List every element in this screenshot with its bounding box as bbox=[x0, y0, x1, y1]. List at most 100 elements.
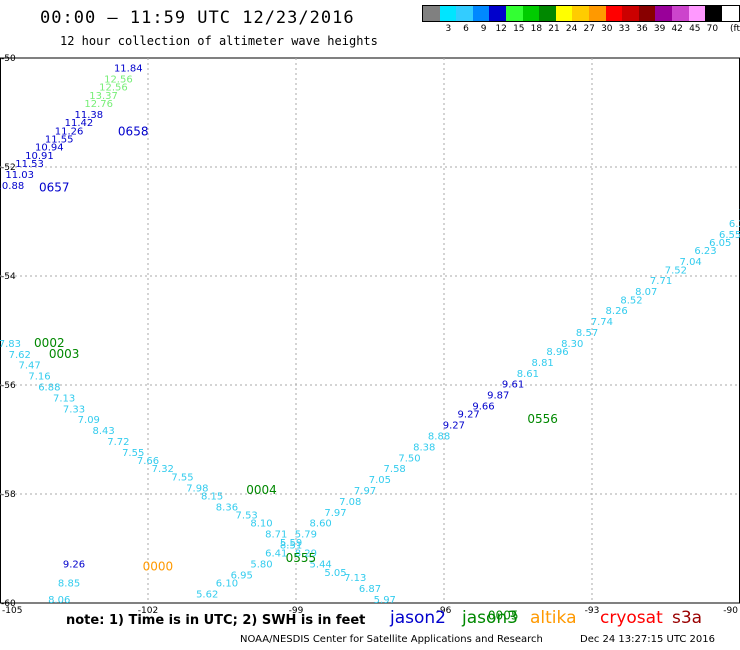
wave-height-value: 7.74 bbox=[591, 317, 613, 328]
legend-swatch bbox=[456, 6, 473, 21]
wave-height-value: 12.76 bbox=[84, 99, 113, 110]
wave-height-value: 6.95 bbox=[231, 570, 253, 581]
legend-label: 24 bbox=[565, 24, 578, 34]
wave-height-value: 7.47 bbox=[18, 361, 40, 372]
wave-height-value: 8.29 bbox=[295, 549, 317, 560]
wave-height-value: 5.97 bbox=[374, 595, 396, 606]
legend-swatch bbox=[489, 6, 506, 21]
wave-height-value: 8.15 bbox=[201, 491, 223, 502]
footer-credit: NOAA/NESDIS Center for Satellite Applica… bbox=[240, 634, 543, 645]
lon-tick-label: -96 bbox=[437, 606, 452, 616]
wave-height-value: 11.53 bbox=[15, 159, 44, 170]
wave-height-value: 7.09 bbox=[78, 415, 100, 426]
wave-height-value: 5.80 bbox=[250, 560, 272, 571]
legend-label: 15 bbox=[513, 24, 525, 34]
wave-height-value: 7.97 bbox=[324, 508, 346, 519]
wave-height-value: 8.71 bbox=[265, 530, 287, 541]
wave-height-value: 5.79 bbox=[295, 530, 317, 541]
wave-height-value: 7.83 bbox=[0, 339, 21, 350]
wave-height-value: 11.26 bbox=[55, 126, 84, 137]
legend-swatch bbox=[539, 6, 556, 21]
wave-height-value: 12.56 bbox=[104, 75, 133, 86]
satellite-label-s3a: s3a bbox=[672, 608, 703, 628]
wave-height-value: 9.27 bbox=[443, 421, 465, 432]
legend-label: 27 bbox=[583, 24, 595, 34]
wave-height-value: 7.50 bbox=[398, 453, 420, 464]
legend-swatch bbox=[705, 6, 722, 21]
legend-swatch bbox=[655, 6, 672, 21]
map-subtitle: 12 hour collection of altimeter wave hei… bbox=[60, 34, 378, 48]
legend-swatch bbox=[638, 6, 656, 21]
wave-height-value: 7.55 bbox=[171, 472, 193, 483]
wave-height-value: 7.32 bbox=[152, 464, 174, 475]
wave-height-value: 7.13 bbox=[344, 573, 366, 584]
wave-height-value: 8.38 bbox=[413, 442, 435, 453]
wave-height-value: 8.51 bbox=[280, 541, 302, 552]
legend-swatch bbox=[522, 6, 540, 21]
satellite-label-cryosat: cryosat bbox=[600, 608, 663, 628]
wave-height-value: 6.87 bbox=[359, 584, 381, 595]
lon-tick-label: -99 bbox=[289, 606, 304, 616]
footer-timestamp: Dec 24 13:27:15 UTC 2016 bbox=[580, 634, 715, 645]
legend-swatch bbox=[505, 6, 523, 21]
wave-height-value: 7.08 bbox=[339, 497, 361, 508]
wave-height-value: 9.87 bbox=[487, 391, 509, 402]
legend-swatch bbox=[472, 6, 490, 21]
note-text: note: 1) Time is in UTC; 2) SWH is in fe… bbox=[66, 613, 366, 628]
satellite-label-jason2: jason2 bbox=[390, 608, 446, 628]
legend-label: 9 bbox=[480, 24, 487, 34]
wave-height-value: 7.52 bbox=[665, 265, 687, 276]
wave-height-value: 7.72 bbox=[107, 437, 129, 448]
wave-height-value: 8.26 bbox=[606, 306, 628, 317]
wave-height-value: 5.59 bbox=[280, 538, 302, 549]
wave-height-value: 7.13 bbox=[53, 393, 75, 404]
wave-height-value: 5.62 bbox=[196, 590, 218, 601]
pass-id-label: 0000 bbox=[143, 559, 174, 573]
pass-id-label: 0004 bbox=[246, 483, 277, 497]
legend-swatch bbox=[555, 6, 573, 21]
wave-height-value: 8.06 bbox=[48, 595, 70, 606]
legend-label: 3 bbox=[445, 24, 452, 34]
legend-label: 42 bbox=[671, 24, 683, 34]
wave-height-value: 11.42 bbox=[65, 118, 94, 129]
wave-height-value: 8.96 bbox=[546, 347, 568, 358]
wave-height-value: 6.55 bbox=[719, 230, 740, 241]
legend-label: 12 bbox=[495, 24, 507, 34]
wave-height-value: 9.26 bbox=[63, 560, 85, 571]
pass-id-label: 0005 bbox=[488, 608, 519, 622]
legend-label: 30 bbox=[601, 24, 613, 34]
wave-height-value: 8.61 bbox=[517, 369, 539, 380]
wave-height-value: 10.88 bbox=[0, 181, 24, 192]
legend-swatch bbox=[622, 6, 639, 21]
legend-label: 21 bbox=[548, 24, 560, 34]
legend-label: 33 bbox=[618, 24, 631, 34]
legend-label: 70 bbox=[706, 24, 719, 34]
legend-swatch bbox=[439, 6, 457, 21]
wave-height-value: 9.61 bbox=[502, 380, 524, 391]
legend-label: 39 bbox=[653, 24, 666, 34]
lon-tick-label: -102 bbox=[138, 606, 158, 616]
wave-height-value: 7.62 bbox=[9, 350, 31, 361]
wave-height-value: 11.03 bbox=[5, 170, 34, 181]
wave-height-value: 7.53 bbox=[236, 511, 258, 522]
wave-height-value: 8.36 bbox=[216, 502, 238, 513]
wave-height-value: 8.88 bbox=[428, 432, 450, 443]
legend-swatch bbox=[605, 6, 623, 21]
legend-swatch bbox=[423, 6, 440, 21]
pass-id-label: 0657 bbox=[39, 181, 70, 195]
wave-height-value: 8.57 bbox=[576, 328, 598, 339]
wave-height-value: 7.05 bbox=[369, 475, 391, 486]
lat-tick-label: -50 bbox=[1, 54, 16, 64]
lon-tick-label: -105 bbox=[2, 606, 22, 616]
wave-height-value: 7.16 bbox=[28, 372, 50, 383]
pass-id-label: 0003 bbox=[49, 347, 80, 361]
legend-swatch bbox=[588, 6, 606, 21]
wave-height-value: 7.55 bbox=[122, 448, 144, 459]
wave-height-value: 5.05 bbox=[324, 568, 346, 579]
lat-tick-label: -56 bbox=[1, 381, 16, 391]
wave-height-value: 8.43 bbox=[92, 426, 114, 437]
wave-height-value: 6.10 bbox=[216, 579, 238, 590]
